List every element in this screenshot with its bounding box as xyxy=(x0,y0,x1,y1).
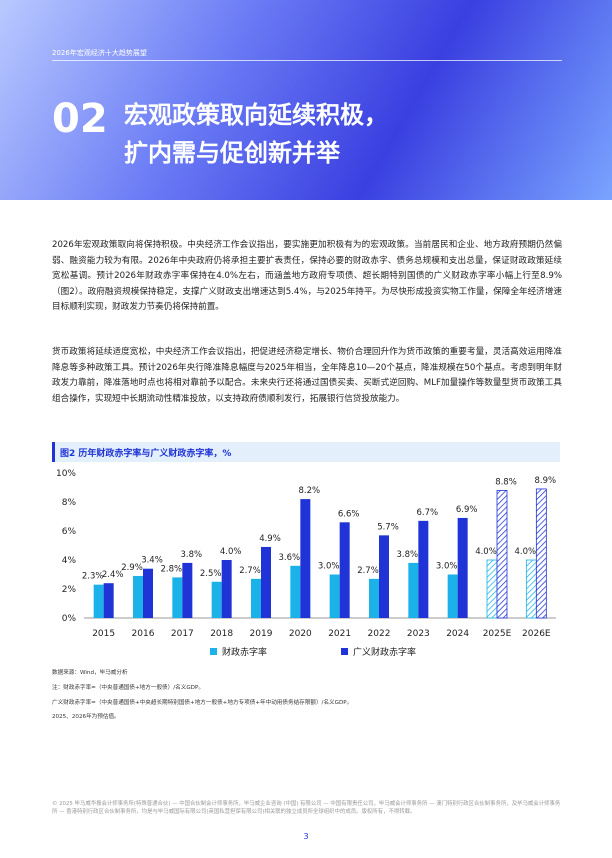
bar xyxy=(447,574,458,618)
chart-title: 图2 历年财政赤字率与广义财政赤字率，% xyxy=(60,447,231,459)
data-label: 3.0% xyxy=(436,562,458,572)
y-tick-label: 0% xyxy=(62,614,77,624)
bar xyxy=(221,560,232,618)
data-label: 8.9% xyxy=(535,476,557,486)
note: 广义财政赤字率=（中央普通国债+中央超长期特别国债+地方一般债+地方专项债+年中… xyxy=(52,700,353,706)
y-tick-label: 6% xyxy=(62,527,77,537)
legend-swatch xyxy=(210,648,217,655)
bar xyxy=(525,559,537,619)
data-label: 3.8% xyxy=(397,550,419,560)
bar xyxy=(133,575,143,618)
x-tick-label: 2018 xyxy=(210,629,233,639)
bar xyxy=(251,578,261,618)
bar xyxy=(535,488,547,619)
note: 注：财政赤字率=（中央普通国债+地方一般债）/名义GDP。 xyxy=(52,685,204,691)
paragraph: 货币政策将延续适度宽松，中央经济工作会议指出，把促进经济稳定增长、物价合理回升作… xyxy=(52,347,562,404)
y-tick-label: 4% xyxy=(62,556,77,566)
x-tick-label: 2024 xyxy=(446,629,469,639)
bar xyxy=(339,522,350,618)
x-tick-label: 2017 xyxy=(171,629,194,639)
bar xyxy=(93,584,104,618)
chart: 图2 历年财政赤字率与广义财政赤字率，% 0% 2% 4% 6% 8% 10% 2015 2.… xyxy=(52,442,560,658)
data-label: 8.2% xyxy=(299,486,321,496)
x-tick-label: 2025E xyxy=(483,629,512,639)
section-number: 02 xyxy=(52,96,108,142)
x-tick-label: 2026E xyxy=(522,629,551,639)
y-tick-label: 2% xyxy=(62,585,77,595)
data-label: 2.4% xyxy=(102,570,124,580)
data-label: 6.6% xyxy=(338,509,360,519)
bar xyxy=(486,559,498,619)
data-label: 3.0% xyxy=(318,562,340,572)
bar xyxy=(172,577,183,618)
note: 2025、2026年为预估值。 xyxy=(52,714,120,720)
data-label: 4.0% xyxy=(515,547,537,557)
data-label: 2.8% xyxy=(161,564,183,574)
chart-title-accent xyxy=(52,442,55,462)
legend-label: 财政赤字率 xyxy=(222,646,267,658)
bar xyxy=(290,565,301,618)
header-banner xyxy=(0,0,612,200)
title-line: 扩内需与促创新并举 xyxy=(124,139,340,167)
data-label: 4.9% xyxy=(259,534,281,544)
bar xyxy=(496,490,508,619)
y-tick-label: 8% xyxy=(62,498,77,508)
x-tick-label: 2023 xyxy=(407,629,430,639)
page-number: 3 xyxy=(303,832,309,841)
paragraph: 2026年宏观政策取向将保持积极。中央经济工作会议指出，要实施更加积极有为的宏观… xyxy=(52,240,562,313)
data-label: 8.8% xyxy=(495,477,517,487)
bar xyxy=(300,499,311,618)
bar xyxy=(457,517,468,618)
bar xyxy=(103,583,114,618)
bar xyxy=(418,520,429,618)
y-tick-label: 10% xyxy=(56,469,76,479)
data-label: 4.0% xyxy=(475,547,497,557)
title-line: 宏观政策取向延续积极， xyxy=(124,101,388,129)
data-label: 6.7% xyxy=(417,508,439,518)
bar xyxy=(379,535,389,618)
data-label: 2.5% xyxy=(200,569,222,579)
chart-title-bar xyxy=(52,442,560,462)
data-label: 3.8% xyxy=(181,550,203,560)
footer-disclaimer: © 2025 毕马威华振会计师事务所(特殊普通合伙) — 中国合伙制会计师事务所… xyxy=(52,801,561,815)
legend-swatch xyxy=(341,648,349,655)
data-label: 3.4% xyxy=(141,556,163,566)
bar xyxy=(211,581,222,618)
data-label: 5.7% xyxy=(377,522,399,532)
header-tag: 2026年宏观经济十大趋势展望 xyxy=(52,48,562,61)
section-title: 宏观政策取向延续积极， 扩内需与促创新并举 xyxy=(124,96,388,172)
bar xyxy=(261,546,271,618)
note: 数据来源：Wind，毕马威分析 xyxy=(52,670,128,676)
x-tick-label: 2021 xyxy=(328,629,351,639)
data-label: 2.7% xyxy=(357,566,379,576)
bar xyxy=(408,562,419,618)
bar xyxy=(329,574,340,618)
legend-label: 广义财政赤字率 xyxy=(353,646,416,658)
bar xyxy=(369,578,379,618)
data-label: 2.7% xyxy=(239,566,261,576)
bar xyxy=(182,562,193,618)
x-tick-label: 2016 xyxy=(132,629,155,639)
x-tick-label: 2022 xyxy=(368,629,391,639)
x-tick-label: 2019 xyxy=(250,629,273,639)
data-label: 4.0% xyxy=(220,547,242,557)
data-label: 2.3% xyxy=(82,572,104,582)
bar xyxy=(143,568,153,618)
x-tick-label: 2015 xyxy=(92,629,115,639)
data-label: 6.9% xyxy=(456,505,478,515)
x-tick-label: 2020 xyxy=(289,629,312,639)
data-label: 3.6% xyxy=(279,553,301,563)
data-label: 2.9% xyxy=(121,563,143,573)
